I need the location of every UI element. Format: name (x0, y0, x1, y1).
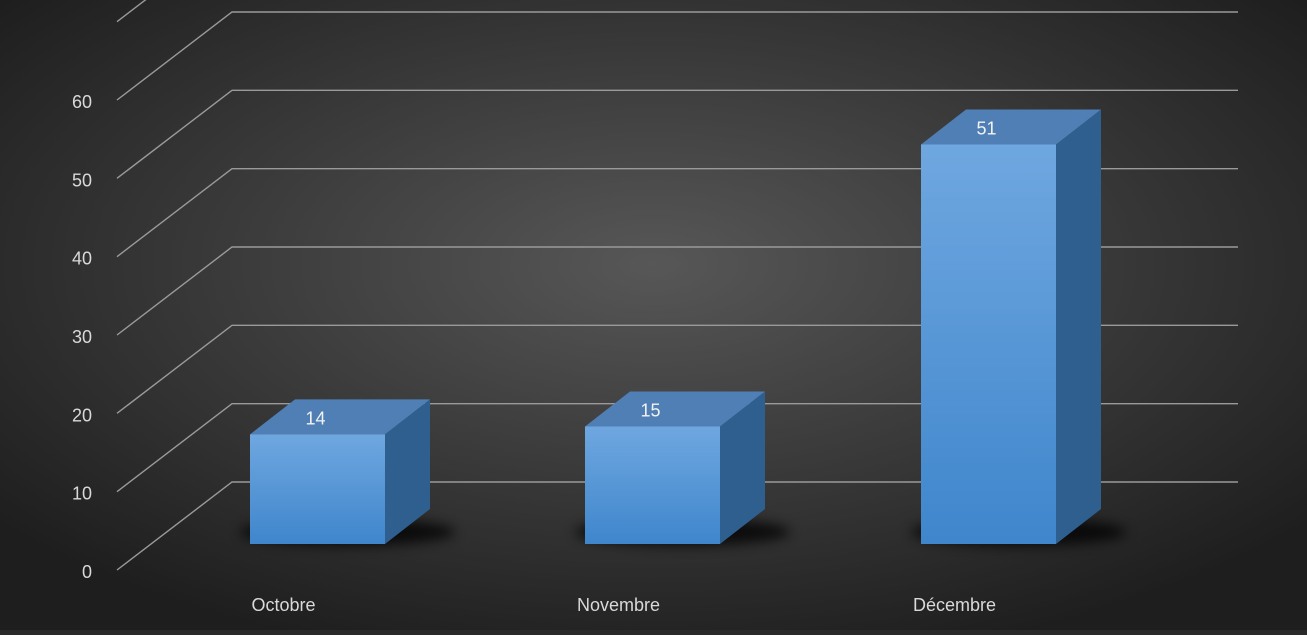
bar-novembre: 15 (575, 391, 790, 546)
y-tick-label: 50 (72, 170, 92, 190)
gridlines (116, 0, 1238, 571)
y-tick-label: 30 (72, 327, 92, 347)
bar-side-face (1056, 109, 1101, 544)
y-tick-label: 20 (72, 405, 92, 425)
y-tick-label: 10 (72, 484, 92, 504)
bar-top-face (250, 399, 430, 435)
y-tick-label: 40 (72, 249, 92, 269)
gridline-50 (116, 89, 1238, 179)
data-label: 15 (640, 401, 660, 421)
gridline-10 (116, 402, 1238, 493)
bar-top-face (585, 391, 765, 427)
bar-front-face (250, 434, 385, 544)
gridline-30 (116, 246, 1238, 336)
gridline-0 (116, 481, 1238, 571)
bar-front-face (921, 144, 1056, 544)
y-tick-label: 0 (82, 562, 92, 582)
bar-side-face (720, 391, 765, 544)
data-label: 14 (305, 408, 325, 428)
bars: 14 15 51 (240, 109, 1126, 546)
gridline-60 (116, 11, 1238, 101)
bar-side-face (385, 399, 430, 544)
bar-décembre: 51 (911, 109, 1126, 546)
y-axis-tick-labels: 0 10 20 30 40 50 60 (72, 92, 92, 582)
bar-front-face (585, 426, 720, 544)
data-label: 51 (976, 119, 996, 139)
x-category-label: Octobre (251, 595, 315, 615)
x-category-label: Novembre (577, 595, 660, 615)
x-axis-category-labels: Octobre Novembre Décembre (251, 595, 996, 615)
gridline-20 (116, 324, 1238, 414)
bar-top-face (921, 109, 1101, 145)
gridline-40 (116, 167, 1238, 258)
y-tick-label: 60 (72, 92, 92, 112)
x-category-label: Décembre (913, 595, 996, 615)
bar-octobre: 14 (240, 399, 455, 546)
